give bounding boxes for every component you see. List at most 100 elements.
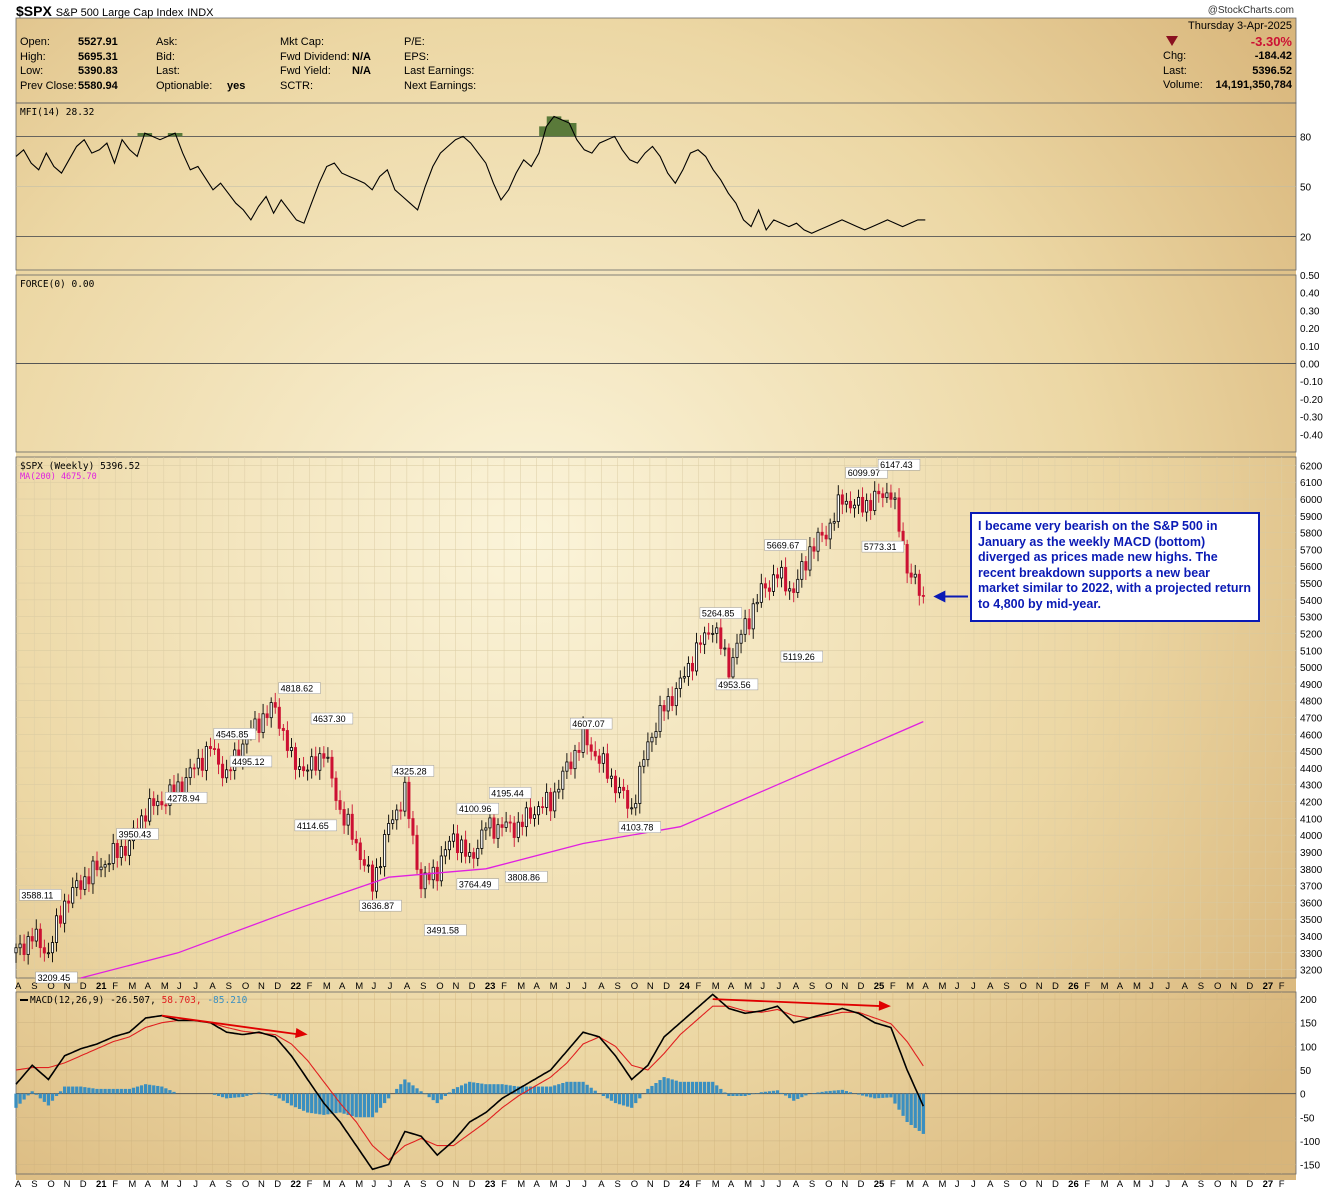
candle-body: [844, 500, 848, 505]
candle-body: [557, 788, 561, 793]
xtick-top-19: M: [323, 981, 331, 992]
xtick-bottom-34: J: [566, 1179, 571, 1190]
xtick-bottom-18: F: [307, 1179, 313, 1190]
macd-hist-bar: [318, 1093, 322, 1115]
candle-body: [820, 531, 824, 536]
macd-hist-bar: [297, 1093, 302, 1109]
macd-hist-bar: [148, 1084, 152, 1094]
macd-hist-bar: [119, 1088, 123, 1094]
candle-body: [694, 642, 699, 672]
candle-body: [63, 900, 67, 924]
macd-hist-bar: [719, 1088, 723, 1094]
macd-hist-bar: [127, 1088, 132, 1094]
price-annotation-box: [699, 607, 742, 619]
macd-hist-bar: [832, 1090, 836, 1094]
price-tick-3600: 3600: [1300, 898, 1323, 909]
xtick-bottom-73: S: [1198, 1179, 1204, 1190]
xtick-bottom-46: J: [760, 1179, 765, 1190]
xtick-bottom-37: S: [614, 1179, 620, 1190]
xtick-top-60: A: [987, 981, 994, 992]
macd-hist-bar: [585, 1084, 589, 1094]
xtick-bottom-57: M: [939, 1179, 947, 1190]
candle-body: [516, 821, 520, 838]
macd-hist-bar: [115, 1088, 119, 1094]
xtick-top-41: 24: [679, 981, 690, 992]
macd-hist-bar: [589, 1087, 593, 1094]
date-label: Thursday 3-Apr-2025: [1188, 20, 1292, 32]
candle-body: [840, 494, 844, 505]
xtick-bottom-31: M: [517, 1179, 525, 1190]
macd-hist-bar: [488, 1084, 492, 1094]
macd-hist-bar: [678, 1081, 682, 1094]
xtick-top-23: J: [388, 981, 393, 992]
index-name: S&P 500 Large Cap Index: [55, 7, 184, 19]
xtick-bottom-2: O: [47, 1179, 54, 1190]
candle-body: [897, 497, 901, 532]
candle-body: [654, 731, 658, 738]
xtick-bottom-70: J: [1149, 1179, 1154, 1190]
candle-body: [626, 790, 630, 809]
xtick-bottom-53: 25: [874, 1179, 885, 1190]
macd-hist-bar: [901, 1093, 905, 1116]
macd-hist-bar: [581, 1081, 585, 1094]
candle-body: [703, 632, 707, 645]
candle-body: [326, 756, 330, 759]
macd-hist-bar: [500, 1084, 504, 1094]
macd-hist-bar: [536, 1086, 541, 1094]
price-annotation-box: [570, 717, 613, 730]
price-tick-5000: 5000: [1300, 663, 1323, 674]
xtick-bottom-44: A: [728, 1179, 735, 1190]
macd-hist-bar: [354, 1093, 358, 1118]
xtick-top-52: D: [858, 981, 865, 992]
xtick-bottom-33: M: [550, 1179, 558, 1190]
macd-hist-bar: [905, 1093, 909, 1122]
candle-body: [715, 627, 719, 634]
price-tick-4000: 4000: [1300, 831, 1323, 842]
candle-body: [873, 490, 877, 511]
macd-hist-bar: [95, 1088, 99, 1094]
mfi-label: MFI(14) 28.32: [20, 107, 94, 118]
candle-body: [561, 770, 565, 790]
macd-hist-bar: [593, 1090, 597, 1094]
macd-hist-bar: [399, 1084, 403, 1094]
candle-body: [484, 827, 488, 831]
candle-body: [731, 657, 735, 678]
candle-body: [852, 504, 856, 509]
macd-hist-bar: [241, 1093, 245, 1097]
price-annotation-box: [310, 712, 354, 725]
info-0-label: Mkt Cap:: [280, 36, 325, 48]
candle-body: [318, 753, 322, 771]
candle-body: [634, 803, 638, 809]
price-annotation-box: [456, 802, 499, 815]
price-tick-4100: 4100: [1300, 814, 1323, 825]
stat-1-value: 5695.31: [78, 50, 118, 63]
candle-body: [719, 627, 723, 649]
macd-hist-bar: [168, 1090, 172, 1094]
xtick-bottom-3: N: [64, 1179, 71, 1190]
xtick-bottom-24: A: [404, 1179, 411, 1190]
xtick-top-55: M: [906, 981, 914, 992]
xtick-top-1: S: [31, 981, 37, 992]
xtick-top-14: O: [242, 981, 249, 992]
macd-hist-bar: [504, 1084, 508, 1094]
price-annotation-box: [424, 924, 467, 936]
earn-1-label: EPS:: [404, 50, 430, 63]
candle-body: [403, 781, 407, 812]
macd-hist-bar: [237, 1093, 241, 1098]
down-triangle-icon: [1166, 36, 1178, 46]
xtick-bottom-62: O: [1020, 1179, 1027, 1190]
xtick-top-9: M: [161, 981, 169, 992]
xtick-top-29: 23: [485, 981, 496, 992]
macd-hist-bar: [666, 1078, 670, 1094]
macd-hist-bar: [634, 1093, 638, 1104]
quote-0-label: Ask:: [156, 36, 178, 48]
candle-body: [50, 942, 54, 954]
xtick-top-16: D: [274, 981, 281, 992]
xtick-bottom-55: M: [906, 1179, 914, 1190]
candle-body: [666, 696, 670, 712]
macd-hist-bar: [702, 1081, 707, 1094]
force-tick-7: -0.20: [1300, 395, 1323, 406]
candle-body: [504, 821, 508, 828]
macd-hist-bar: [658, 1080, 662, 1094]
candle-body: [229, 769, 233, 772]
